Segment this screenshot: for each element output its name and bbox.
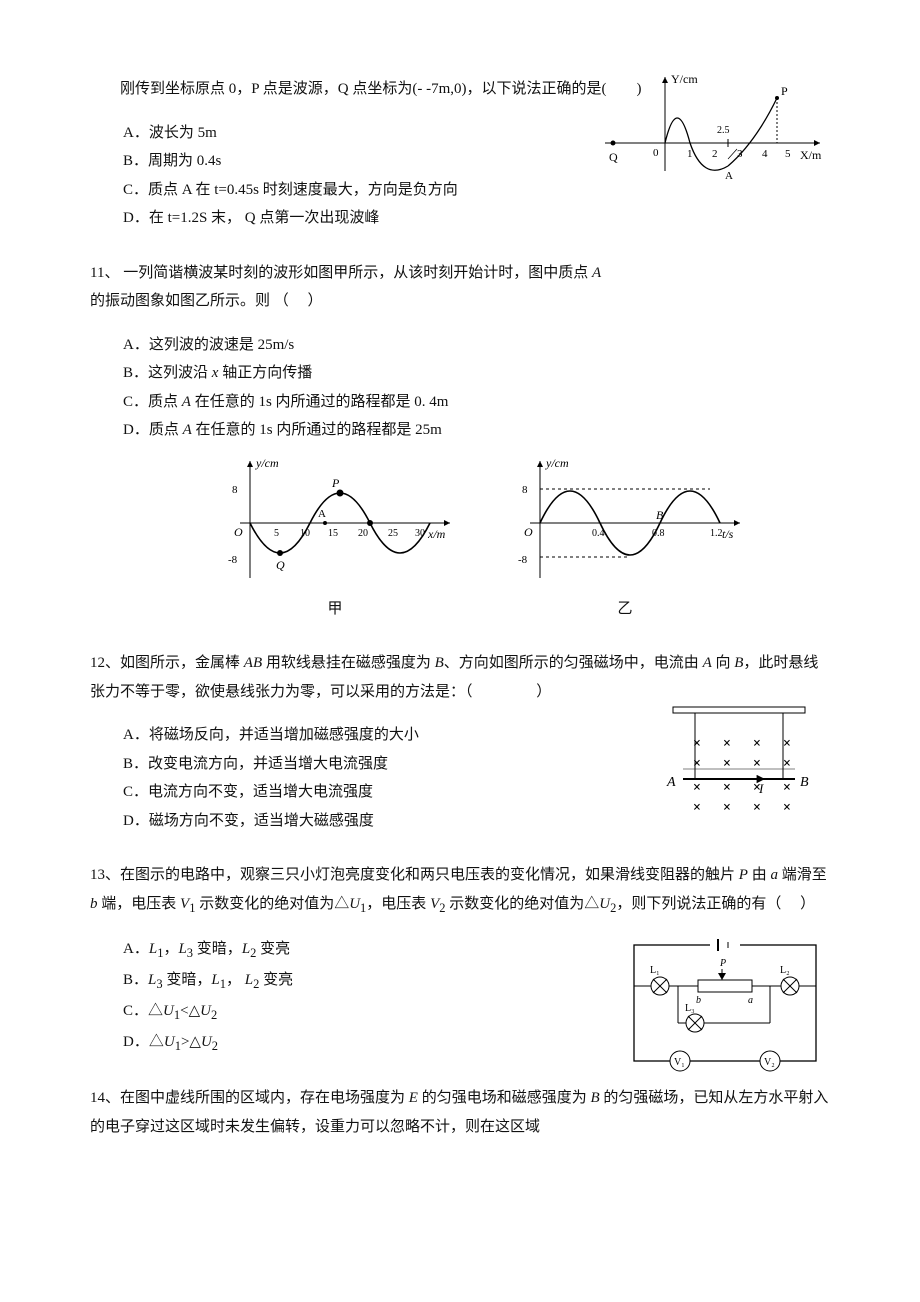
svg-text:×: × [693,800,701,815]
q10-wave-svg: Y/cm X/m 0 1 2 3 4 5 2.5 A P [595,71,830,186]
question-13: 13、在图示的电路中，观察三只小灯泡亮度变化和两只电压表的变化情况，如果滑线变阻… [90,861,830,1058]
svg-text:4: 4 [762,148,768,160]
q11-options: A．这列波的波速是 25m/s B．这列波沿 x 轴正方向传播 C．质点 A 在… [90,331,830,445]
svg-text:×: × [723,800,731,815]
svg-text:P: P [331,476,340,490]
question-12: 12、如图所示，金属棒 AB 用软线悬挂在磁感强度为 B、方向如图所示的匀强磁场… [90,649,830,835]
q11-opt-d: D．质点 A 在任意的 1s 内所通过的路程都是 25m [123,416,830,445]
q11-num: 11、 [90,265,119,281]
svg-text:8: 8 [232,484,238,496]
svg-text:t/s: t/s [722,527,734,541]
question-10-tail: Y/cm X/m 0 1 2 3 4 5 2.5 A P [90,75,830,233]
q11-stem1: 一列简谐横波某时刻的波形如图甲所示，从该时刻开始计时，图中质点 [123,265,592,281]
q10-opt-d: D．在 t=1.2S 末， Q 点第一次出现波峰 [123,204,830,233]
svg-text:×: × [753,780,761,795]
svg-text:×: × [723,780,731,795]
q11-opt-a: A．这列波的波速是 25m/s [123,331,830,360]
svg-text:Q: Q [276,558,285,572]
svg-text:A: A [725,170,733,182]
q14-stem: 14、在图中虚线所围的区域内，存在电场强度为 E 的匀强电场和磁感强度为 B 的… [90,1084,830,1141]
svg-text:-8: -8 [518,554,528,566]
svg-text:×: × [783,800,791,815]
q13-stem: 13、在图示的电路中，观察三只小灯泡亮度变化和两只电压表的变化情况，如果滑线变阻… [90,861,830,920]
svg-text:25: 25 [388,528,398,539]
svg-text:×: × [753,736,761,751]
q13-diagram: L₁ L₂ P b a L₃ V₁ V₂ [620,931,830,1076]
q11-caption-jia: 甲 [210,595,460,624]
svg-text:×: × [753,800,761,815]
svg-text:×: × [693,736,701,751]
svg-text:V₁: V₁ [674,1057,685,1068]
svg-text:L₂: L₂ [780,965,790,976]
svg-text:L₁: L₁ [650,965,660,976]
svg-text:15: 15 [328,528,338,539]
svg-text:a: a [748,995,753,1006]
svg-text:b: b [696,995,701,1006]
svg-text:y/cm: y/cm [545,456,569,470]
q10-ylabel: Y/cm [671,72,698,86]
svg-text:×: × [783,780,791,795]
question-11: 11、 一列简谐横波某时刻的波形如图甲所示，从该时刻开始计时，图中质点 A 的振… [90,259,830,624]
svg-text:V₂: V₂ [764,1057,775,1068]
q11-opt-b: B．这列波沿 x 轴正方向传播 [123,359,830,388]
q11-chart-jia: y/cm x/m O 8 -8 5 10 15 20 25 30 Q [210,453,460,624]
q11-opt-c: C．质点 A 在任意的 1s 内所通过的路程都是 0. 4m [123,388,830,417]
svg-text:B: B [656,508,664,522]
svg-text:0: 0 [653,147,659,159]
svg-text:y/cm: y/cm [255,456,279,470]
svg-text:-8: -8 [228,554,238,566]
svg-text:1: 1 [687,148,693,160]
svg-text:P: P [781,84,788,98]
q12-stem: 12、如图所示，金属棒 AB 用软线悬挂在磁感强度为 B、方向如图所示的匀强磁场… [90,649,830,706]
svg-text:A: A [666,775,676,790]
q11-stem2: 的振动图象如图乙所示。则 （ ） [90,293,323,309]
svg-text:x/m: x/m [427,527,446,541]
q12-diagram: A B I ×××× ×××× ×××× ×××× [655,701,830,831]
q11-chart-yi: y/cm t/s O 8 -8 0.4 0.8 1.2 B 乙 [500,453,750,624]
svg-text:2.5: 2.5 [717,125,730,136]
svg-text:×: × [723,736,731,751]
svg-text:5: 5 [274,528,279,539]
svg-text:B: B [800,775,809,790]
q10-xlabel: X/m [800,148,822,162]
svg-text:O: O [234,525,243,539]
svg-text:P: P [719,958,726,969]
svg-text:5: 5 [785,148,791,160]
svg-text:2: 2 [712,148,718,160]
q10-diagram: Y/cm X/m 0 1 2 3 4 5 2.5 A P [595,71,830,186]
svg-text:20: 20 [358,528,368,539]
question-14: 14、在图中虚线所围的区域内，存在电场强度为 E 的匀强电场和磁感强度为 B 的… [90,1084,830,1141]
q11-a-sym: A [592,265,601,281]
svg-text:8: 8 [522,484,528,496]
svg-text:A: A [318,508,326,520]
svg-text:1.2: 1.2 [710,528,723,539]
q11-caption-yi: 乙 [500,595,750,624]
svg-text:×: × [783,736,791,751]
svg-text:L₃: L₃ [685,1003,695,1014]
svg-text:O: O [524,525,533,539]
q11-charts: y/cm x/m O 8 -8 5 10 15 20 25 30 Q [90,453,830,624]
svg-text:×: × [693,780,701,795]
svg-text:Q: Q [609,150,618,164]
